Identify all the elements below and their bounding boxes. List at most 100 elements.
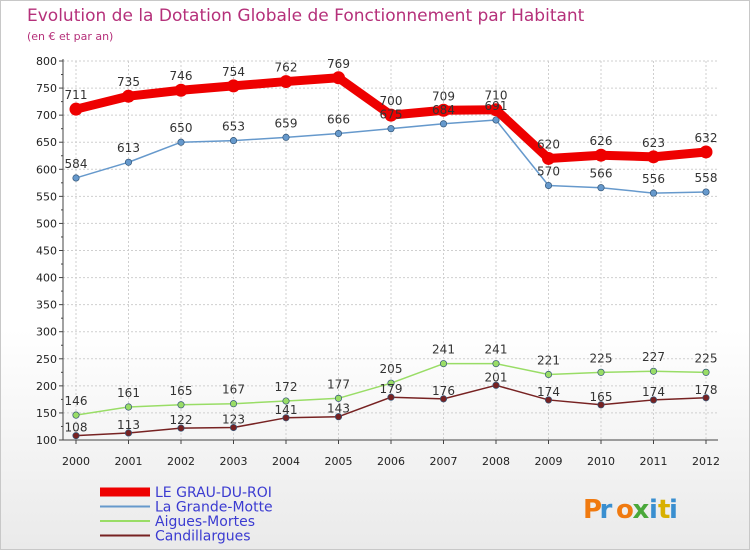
data-label: 762 xyxy=(275,61,298,75)
data-label: 172 xyxy=(275,380,298,394)
data-point xyxy=(177,401,185,409)
data-point xyxy=(124,158,133,166)
data-label: 769 xyxy=(327,57,350,71)
data-label: 653 xyxy=(222,120,245,134)
data-label: 700 xyxy=(380,94,403,108)
data-point xyxy=(492,381,500,389)
legend-label: Candillargues xyxy=(155,529,251,545)
x-tick-label: 2004 xyxy=(272,455,300,468)
data-point xyxy=(702,368,710,376)
data-label: 558 xyxy=(695,171,718,185)
data-point xyxy=(177,138,185,146)
data-point xyxy=(72,174,80,182)
data-label: 632 xyxy=(695,131,718,145)
y-tick-label: 800 xyxy=(36,55,57,68)
x-tick-label: 2001 xyxy=(115,455,143,468)
data-label: 570 xyxy=(537,165,560,179)
data-label: 659 xyxy=(275,116,298,130)
data-point xyxy=(229,400,238,408)
data-label: 178 xyxy=(695,383,718,397)
logo-letter: i xyxy=(669,495,678,525)
data-label: 161 xyxy=(117,386,140,400)
x-tick-label: 2007 xyxy=(430,455,458,468)
y-tick-label: 350 xyxy=(36,299,57,312)
data-label: 584 xyxy=(65,157,88,171)
data-label: 141 xyxy=(275,403,298,417)
data-point xyxy=(72,432,80,440)
data-point xyxy=(279,75,293,89)
data-label: 754 xyxy=(222,65,245,79)
data-label: 123 xyxy=(222,413,245,427)
series xyxy=(69,71,713,440)
x-tick-label: 2005 xyxy=(325,455,353,468)
x-tick-label: 2003 xyxy=(220,455,248,468)
data-point xyxy=(124,429,133,437)
y-tick-label: 750 xyxy=(36,82,57,95)
x-tick-label: 2000 xyxy=(62,455,90,468)
y-tick-label: 250 xyxy=(36,353,57,366)
data-point xyxy=(122,89,135,103)
data-label: 174 xyxy=(537,385,560,399)
y-tick-label: 500 xyxy=(36,217,57,230)
data-label: 241 xyxy=(432,343,455,357)
data-label: 566 xyxy=(590,167,613,181)
data-label: 746 xyxy=(170,69,193,83)
data-point xyxy=(282,133,290,141)
data-label: 108 xyxy=(65,421,88,435)
data-point xyxy=(69,102,83,116)
data-label: 710 xyxy=(485,89,508,103)
data-label: 225 xyxy=(590,351,613,365)
data-point xyxy=(282,414,290,422)
data-point xyxy=(649,396,658,404)
grid xyxy=(63,60,718,441)
data-point xyxy=(649,367,658,375)
data-labels: 711 735 746 754 762 769 700 709 710 620 626 623 632 5… xyxy=(65,57,718,435)
data-point xyxy=(384,108,398,122)
data-point xyxy=(597,401,605,409)
data-point xyxy=(699,145,713,159)
data-label: 620 xyxy=(537,137,560,151)
logo-letter: t xyxy=(658,495,670,525)
data-label: 666 xyxy=(327,113,350,127)
data-label: 623 xyxy=(642,136,665,150)
data-point xyxy=(387,393,395,401)
y-tick-label: 400 xyxy=(36,272,57,285)
logo-letter: o xyxy=(616,495,634,525)
data-label: 227 xyxy=(642,350,665,364)
chart-subtitle: (en € et par an) xyxy=(27,30,113,43)
proxiti-logo: Pr ox i ti xyxy=(583,495,678,525)
data-point xyxy=(174,83,188,97)
logo-letter: r xyxy=(600,495,613,525)
data-label: 174 xyxy=(642,385,665,399)
data-point xyxy=(439,120,448,128)
axes: 1001502002503003504004505005506006507007… xyxy=(36,55,720,468)
data-label: 176 xyxy=(432,384,455,398)
data-label: 711 xyxy=(65,88,88,102)
y-tick-label: 700 xyxy=(36,109,57,122)
data-point xyxy=(72,411,80,419)
y-tick-label: 650 xyxy=(36,136,57,149)
data-point xyxy=(492,116,500,124)
data-point xyxy=(332,71,345,85)
data-label: 165 xyxy=(170,384,193,398)
data-label: 205 xyxy=(380,362,403,376)
data-label: 675 xyxy=(380,108,403,122)
data-label: 613 xyxy=(117,141,140,155)
data-point xyxy=(597,368,605,376)
data-point xyxy=(229,423,238,432)
data-point xyxy=(387,379,395,387)
data-label: 165 xyxy=(590,390,613,404)
data-label: 179 xyxy=(380,382,403,396)
x-tick-label: 2011 xyxy=(640,455,668,468)
y-tick-label: 450 xyxy=(36,245,57,258)
data-point xyxy=(489,103,503,117)
data-label: 709 xyxy=(432,89,455,103)
logo-letter: x xyxy=(633,495,650,525)
data-label: 122 xyxy=(170,413,193,427)
data-point xyxy=(597,184,605,192)
data-point xyxy=(437,103,450,117)
data-point xyxy=(647,150,660,164)
data-label: 113 xyxy=(117,418,140,432)
